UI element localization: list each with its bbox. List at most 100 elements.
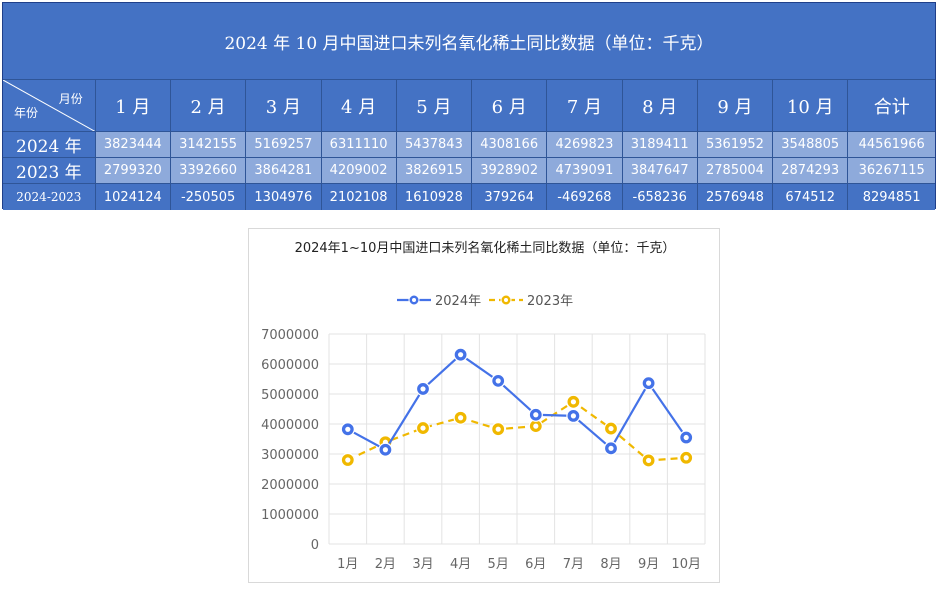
chart-title: 2024年1~10月中国进口未列名氧化稀土同比数据（单位：千克） [294,241,676,256]
table-cell: 1024124 [96,184,171,210]
data-point-center [608,425,614,432]
legend-marker-center [412,298,416,302]
data-point-center [420,425,426,431]
row-label: 2023 年 [3,158,96,184]
data-point-center [382,447,388,453]
table-cell: 1610928 [397,184,473,210]
table-cell: 4739091 [547,158,623,184]
month-header: 1 月 [95,80,171,132]
x-tick-label: 10月 [671,557,701,572]
month-header: 2 月 [170,80,247,132]
table-cell: 1304976 [246,184,322,210]
data-point-center [420,386,426,392]
corner-month-label: 月份 [58,92,83,106]
data-point-center [458,352,464,358]
x-tick-label: 2月 [375,557,396,572]
table-cell: 379264 [472,184,548,210]
corner-year-label: 年份 [14,106,39,120]
y-tick-label: 3000000 [261,448,319,463]
y-tick-label: 7000000 [261,328,319,343]
table-header-row: 月份 年份 1 月 2 月 3 月 4 月 5 月 6 月 7 月 8 月 9 … [3,80,936,132]
data-point-center [646,380,652,386]
legend-label: 2024年 [435,294,481,309]
row-label: 2024-2023 [3,184,96,210]
chart-canvas: 0 1000000 2000000 3000000 4000000 5000000 6000… [261,294,706,572]
month-header: 5 月 [396,80,473,132]
total-header: 合计 [848,80,936,132]
table-cell: 4269823 [547,132,623,158]
x-tick-label: 6月 [525,557,546,572]
table-cell: 3864281 [246,158,322,184]
line-chart: 0 1000000 2000000 3000000 4000000 5000000 6000… [248,228,720,583]
data-point-center [533,412,539,418]
table-cell: 3142155 [170,132,247,158]
month-header: 9 月 [697,80,774,132]
table-cell: 2576948 [698,184,774,210]
x-tick-label: 9月 [638,557,659,572]
table-cell: 2102108 [322,184,397,210]
x-tick-label: 5月 [488,557,509,572]
data-point-center [683,434,689,441]
table-cell: 2785004 [697,158,774,184]
data-point-center [646,457,652,464]
data-point-center [495,378,501,384]
table-cell: 4209002 [321,158,397,184]
x-tick-label: 1月 [337,557,358,572]
table-cell: 3189411 [622,132,698,158]
series-line-0 [347,353,688,451]
x-tick-label: 7月 [563,557,584,572]
data-point-center [458,415,464,421]
month-header: 6 月 [472,80,548,132]
table-cell: 5437843 [396,132,473,158]
series-line-1 [347,400,687,462]
data-point-center [608,445,614,451]
y-tick-label: 1000000 [261,508,319,523]
table-cell: 3928902 [472,158,548,184]
x-tick-label: 3月 [412,557,433,572]
data-point-center [683,455,689,461]
table-cell: -250505 [171,184,247,210]
table-title: 2024 年 10 月中国进口未列名氧化稀土同比数据（单位：千克） [3,3,935,80]
table-row-diff: 2024-2023 1024124 -250505 1304976 210210… [3,184,935,210]
y-tick-label: 2000000 [261,478,319,493]
data-point-center [495,426,501,432]
table-cell: -469268 [547,184,623,210]
table-cell: 3548805 [773,132,849,158]
corner-header-cell: 月份 年份 [3,80,96,132]
y-tick-label: 5000000 [261,388,319,403]
table-cell: 5169257 [246,132,322,158]
table-cell: 4308166 [472,132,548,158]
data-point-center [570,399,576,405]
month-header: 7 月 [547,80,623,132]
data-point-center [345,426,351,432]
month-header: 3 月 [246,80,322,132]
table-cell: 3826915 [396,158,473,184]
table-cell: 3847647 [622,158,698,184]
table-cell: -658236 [623,184,698,210]
data-table: 2024 年 10 月中国进口未列名氧化稀土同比数据（单位：千克） 月份 年份 … [2,2,936,210]
month-header: 8 月 [622,80,698,132]
row-label: 2024 年 [3,132,96,158]
x-tick-label: 8月 [600,557,621,572]
table-row-2024: 2024 年 3823444 3142155 5169257 6311110 5… [3,132,936,158]
data-point-center [570,413,576,419]
month-header: 10 月 [773,80,849,132]
x-tick-label: 4月 [450,557,471,572]
legend-marker-center [504,298,508,302]
table-total-cell: 44561966 [848,132,936,158]
table-cell: 674512 [773,184,849,210]
table-cell: 2874293 [773,158,849,184]
y-tick-label: 4000000 [261,418,319,433]
y-tick-label: 0 [311,538,319,553]
table-cell: 2799320 [95,158,171,184]
table-total-cell: 36267115 [848,158,936,184]
table-cell: 3392660 [170,158,247,184]
table-cell: 6311110 [321,132,397,158]
table-row-2023: 2023 年 2799320 3392660 3864281 4209002 3… [3,158,936,184]
data-point-center [345,457,351,463]
month-header: 4 月 [321,80,397,132]
legend-label: 2023年 [527,294,573,309]
data-point-center [533,423,539,429]
table-cell: 5361952 [697,132,774,158]
table-total-cell: 8294851 [862,189,921,205]
